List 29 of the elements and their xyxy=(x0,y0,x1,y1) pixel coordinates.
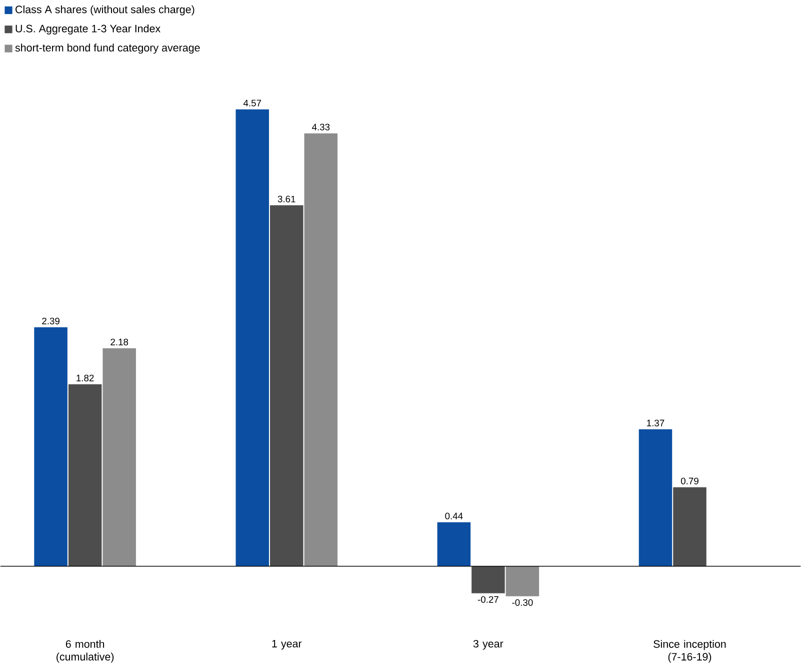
data-label: 2.39 xyxy=(42,318,60,324)
bar xyxy=(673,487,706,566)
bar xyxy=(506,566,540,596)
legend-label: short-term bond fund category average xyxy=(15,44,200,54)
data-label: 2.18 xyxy=(110,338,128,346)
bar xyxy=(236,109,269,566)
bar xyxy=(102,348,136,566)
bar xyxy=(304,133,338,566)
bar xyxy=(437,522,471,566)
legend-label: U.S. Aggregate 1-3 Year Index xyxy=(16,24,160,34)
data-label: 0.79 xyxy=(680,478,698,484)
x-tick-label: 6 month (cumulative) xyxy=(56,640,114,663)
bar xyxy=(638,429,672,566)
bar xyxy=(34,327,68,566)
data-label: 3.61 xyxy=(278,196,296,202)
bar xyxy=(472,566,505,594)
data-label: 1.37 xyxy=(647,420,664,426)
data-label: 4.33 xyxy=(312,124,330,130)
data-label: -0.30 xyxy=(512,599,533,606)
data-label: -0.27 xyxy=(478,596,498,603)
x-tick-label: Since inception (7-16-19) xyxy=(654,640,726,663)
data-label: 0.44 xyxy=(445,512,463,520)
x-tick-label: 1 year xyxy=(272,640,302,650)
legend-label: Class A shares (without sales charge) xyxy=(16,5,194,16)
bar xyxy=(68,384,102,566)
x-tick-label: 3 year xyxy=(473,640,504,650)
data-label: 4.57 xyxy=(243,100,262,106)
bar xyxy=(270,205,304,566)
data-label: 1.82 xyxy=(76,374,94,382)
